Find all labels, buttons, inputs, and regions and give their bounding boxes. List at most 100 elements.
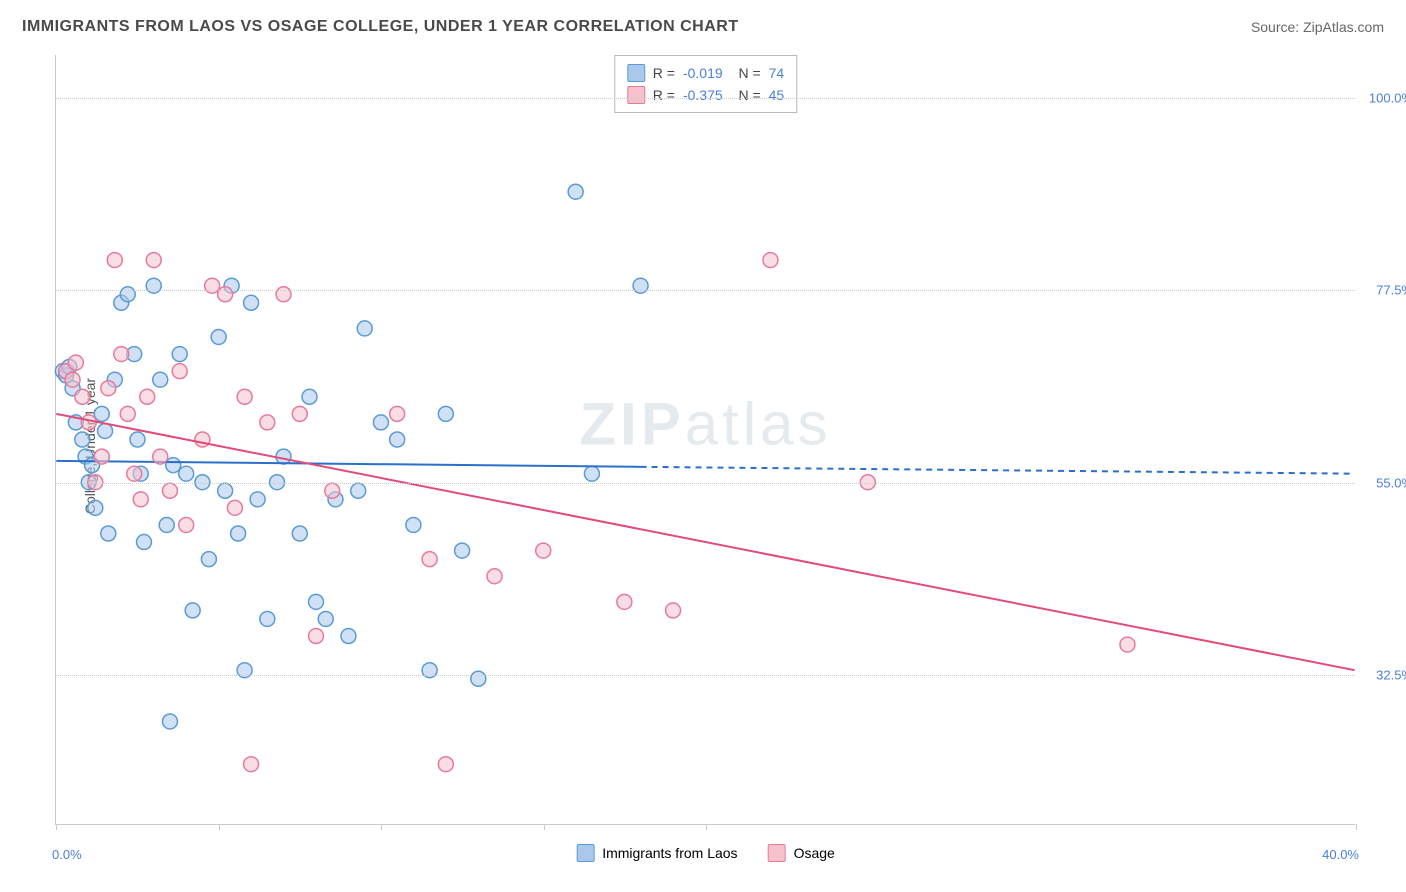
data-point: [438, 757, 453, 772]
data-point: [159, 517, 174, 532]
data-point: [406, 517, 421, 532]
data-point: [422, 552, 437, 567]
data-point: [172, 347, 187, 362]
chart-title: IMMIGRANTS FROM LAOS VS OSAGE COLLEGE, U…: [22, 18, 739, 36]
legend-item: Immigrants from Laos: [576, 844, 737, 862]
data-point: [211, 329, 226, 344]
data-point: [127, 466, 142, 481]
legend-r-label: R =: [653, 87, 675, 103]
data-point: [88, 500, 103, 515]
source-label: Source: ZipAtlas.com: [1251, 19, 1384, 35]
legend-n-value: 45: [769, 87, 785, 103]
data-point: [536, 543, 551, 558]
data-point: [455, 543, 470, 558]
data-point: [75, 389, 90, 404]
data-point: [276, 287, 291, 302]
x-tick: [56, 824, 57, 830]
legend-row: R = -0.019 N = 74: [627, 62, 784, 84]
data-point: [153, 449, 168, 464]
data-point: [114, 347, 129, 362]
data-point: [260, 415, 275, 430]
gridline: [56, 98, 1355, 99]
swatch-icon: [627, 86, 645, 104]
data-point: [666, 603, 681, 618]
header: IMMIGRANTS FROM LAOS VS OSAGE COLLEGE, U…: [22, 18, 1384, 36]
data-point: [763, 253, 778, 268]
y-tick-label: 32.5%: [1358, 668, 1406, 683]
swatch-icon: [627, 64, 645, 82]
x-tick: [706, 824, 707, 830]
legend-n-value: 74: [769, 65, 785, 81]
legend-r-value: -0.375: [683, 87, 723, 103]
data-point: [292, 526, 307, 541]
data-point: [471, 671, 486, 686]
data-point: [94, 449, 109, 464]
data-point: [179, 466, 194, 481]
data-point: [81, 415, 96, 430]
data-point: [309, 594, 324, 609]
legend-row: R = -0.375 N = 45: [627, 84, 784, 106]
data-point: [309, 629, 324, 644]
legend-item: Osage: [768, 844, 835, 862]
x-tick-label: 40.0%: [1322, 847, 1359, 862]
x-tick-label: 0.0%: [52, 847, 82, 862]
data-point: [341, 629, 356, 644]
legend-r-label: R =: [653, 65, 675, 81]
data-point: [617, 594, 632, 609]
data-point: [133, 492, 148, 507]
legend-correlation: R = -0.019 N = 74 R = -0.375 N = 45: [614, 55, 797, 113]
y-tick-label: 55.0%: [1358, 475, 1406, 490]
chart-area: ZIPatlas R = -0.019 N = 74 R = -0.375 N …: [55, 55, 1355, 825]
y-tick-label: 77.5%: [1358, 283, 1406, 298]
plot-svg: [56, 55, 1355, 824]
data-point: [302, 389, 317, 404]
trend-line-dashed: [641, 467, 1355, 474]
data-point: [146, 253, 161, 268]
data-point: [153, 372, 168, 387]
data-point: [166, 458, 181, 473]
data-point: [94, 406, 109, 421]
data-point: [201, 552, 216, 567]
data-point: [140, 389, 155, 404]
x-tick: [1356, 824, 1357, 830]
legend-label: Immigrants from Laos: [602, 845, 737, 861]
data-point: [218, 287, 233, 302]
data-point: [373, 415, 388, 430]
data-point: [218, 483, 233, 498]
legend-n-label: N =: [731, 65, 761, 81]
data-point: [107, 253, 122, 268]
x-tick: [544, 824, 545, 830]
data-point: [276, 449, 291, 464]
data-point: [130, 432, 145, 447]
data-point: [75, 432, 90, 447]
data-point: [357, 321, 372, 336]
data-point: [179, 517, 194, 532]
data-point: [98, 423, 113, 438]
data-point: [325, 483, 340, 498]
data-point: [185, 603, 200, 618]
data-point: [292, 406, 307, 421]
data-point: [162, 483, 177, 498]
data-point: [250, 492, 265, 507]
data-point: [101, 526, 116, 541]
gridline: [56, 675, 1355, 676]
data-point: [438, 406, 453, 421]
data-point: [584, 466, 599, 481]
legend-r-value: -0.019: [683, 65, 723, 81]
data-point: [351, 483, 366, 498]
data-point: [162, 714, 177, 729]
trend-line: [56, 414, 1354, 670]
y-tick-label: 100.0%: [1358, 90, 1406, 105]
gridline: [56, 483, 1355, 484]
data-point: [568, 184, 583, 199]
data-point: [237, 389, 252, 404]
data-point: [227, 500, 242, 515]
x-tick: [219, 824, 220, 830]
data-point: [244, 757, 259, 772]
data-point: [231, 526, 246, 541]
data-point: [120, 406, 135, 421]
legend-series: Immigrants from Laos Osage: [576, 844, 835, 862]
data-point: [390, 406, 405, 421]
data-point: [1120, 637, 1135, 652]
data-point: [318, 611, 333, 626]
